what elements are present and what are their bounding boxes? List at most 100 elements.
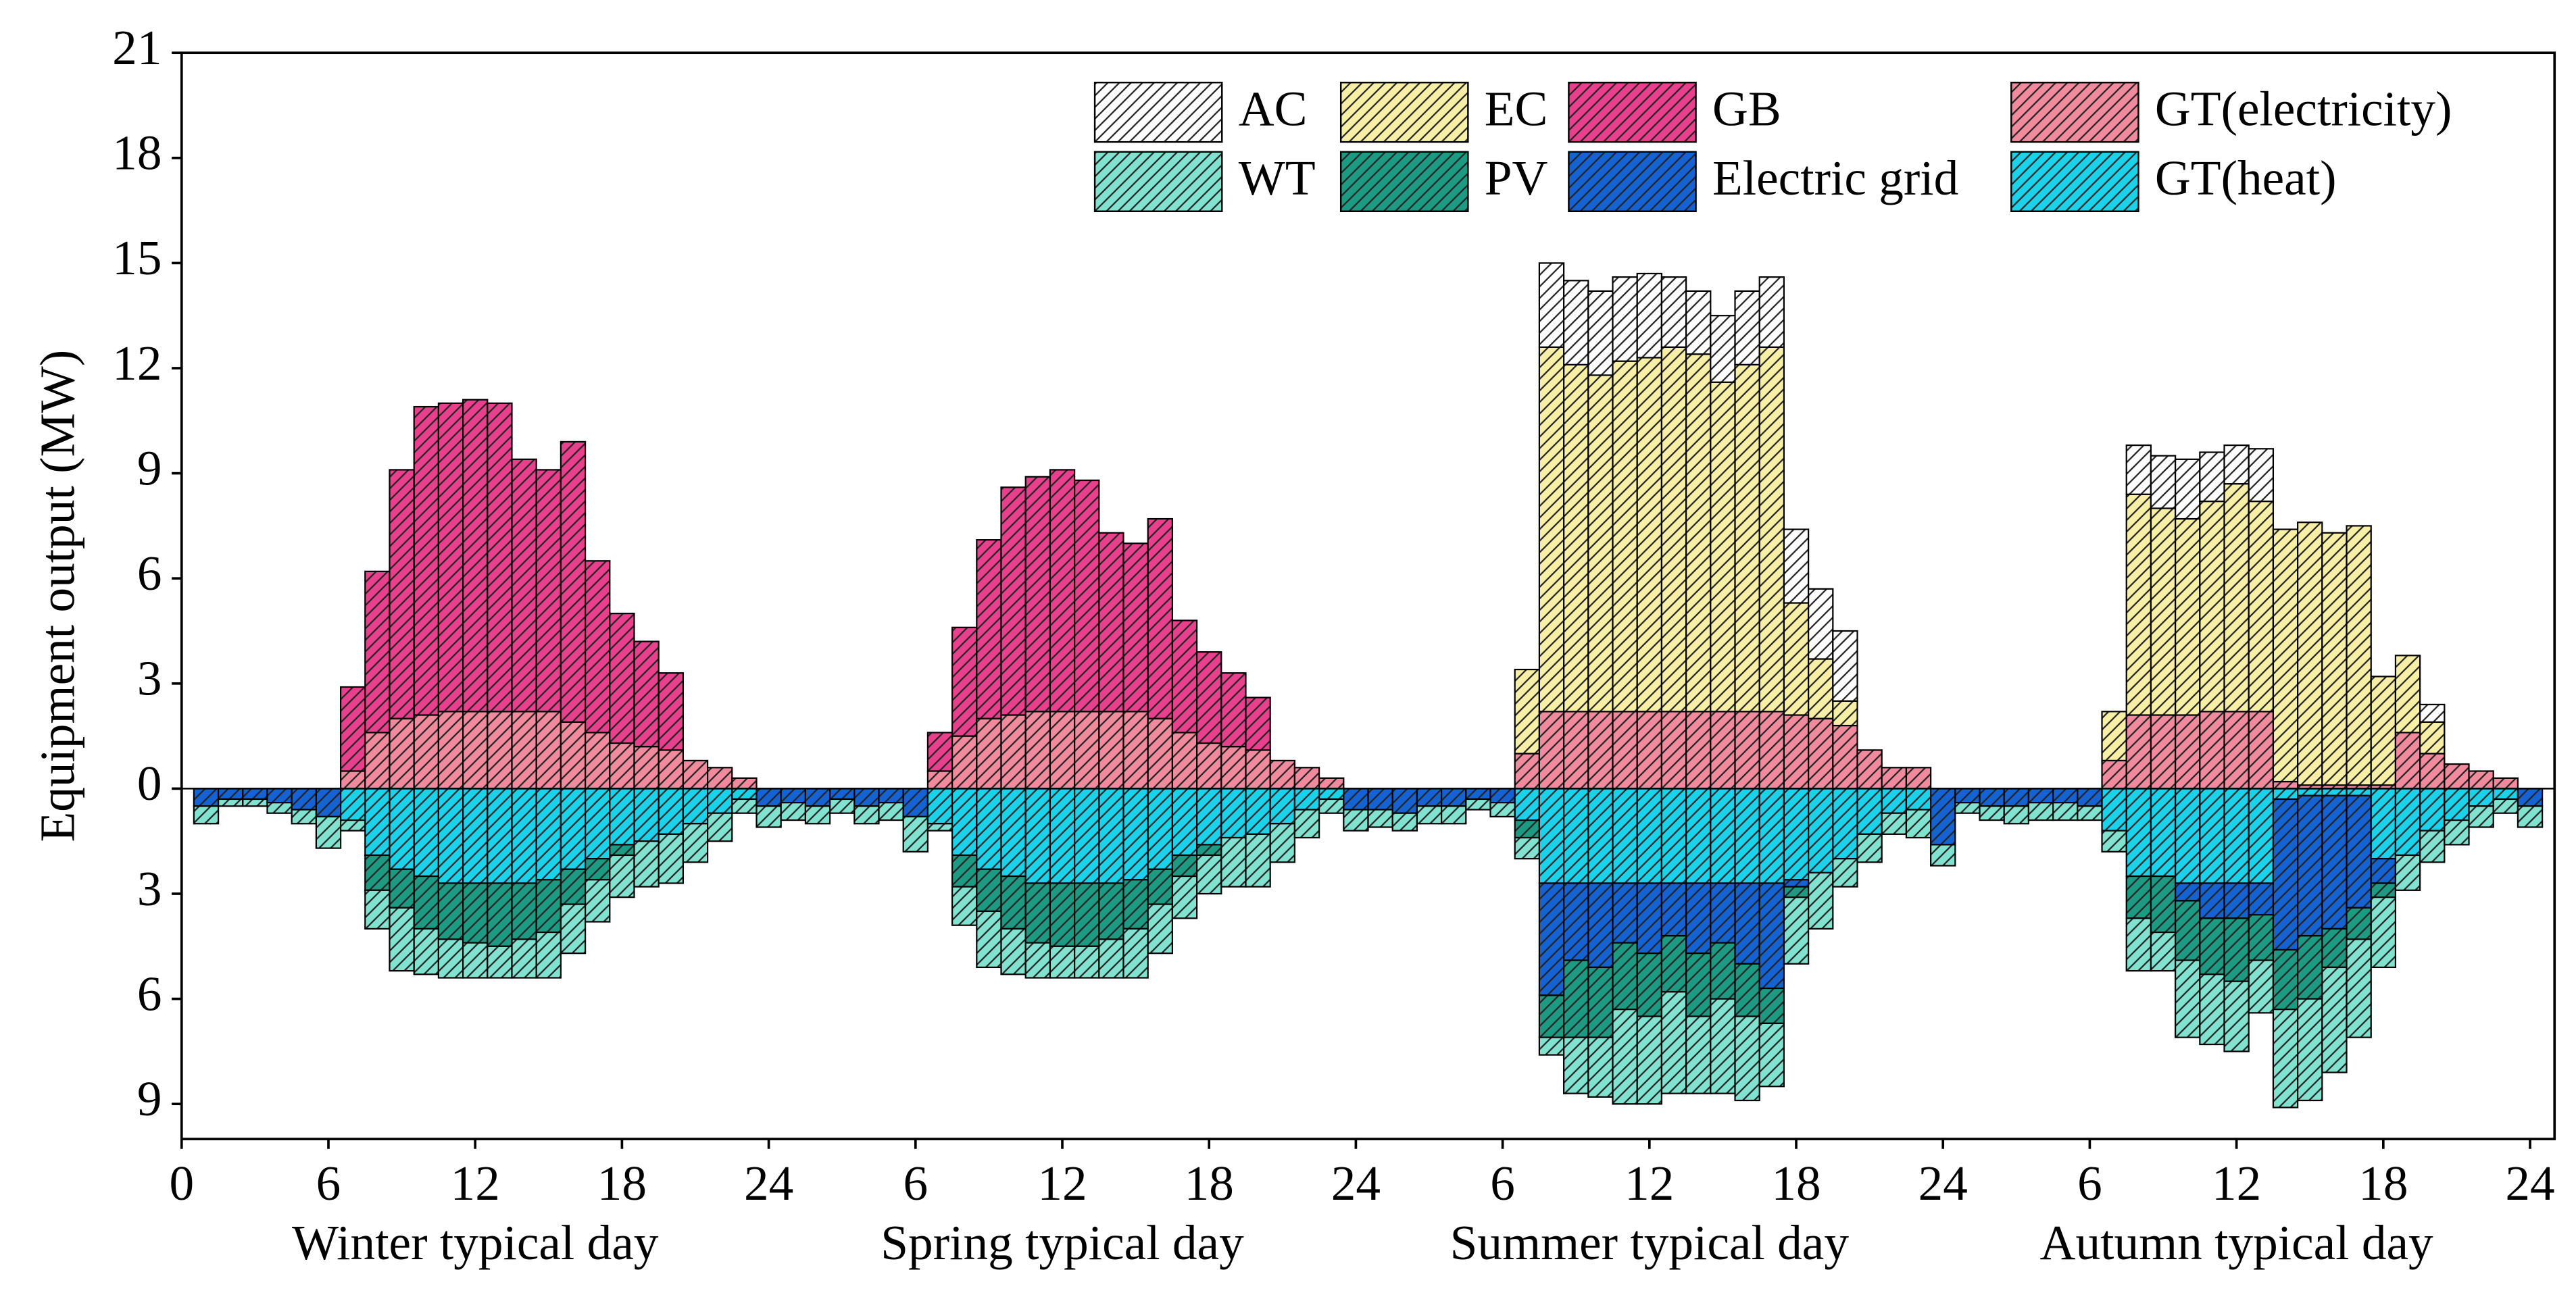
- bar-segment: [2248, 500, 2275, 713]
- bar-segment: [2272, 798, 2299, 951]
- bar-segment: [1612, 276, 1638, 362]
- bar-segment: [926, 770, 953, 790]
- bar-segment: [2175, 714, 2201, 790]
- bar-segment: [1147, 868, 1174, 905]
- bar-segment: [389, 907, 415, 972]
- bar-segment: [2125, 493, 2152, 716]
- bar-segment: [1538, 788, 1565, 884]
- y-tick-label: 6: [137, 966, 162, 1021]
- bar-segment: [2321, 794, 2348, 930]
- bar-segment: [902, 815, 929, 853]
- legend-label: WT: [1239, 151, 1316, 205]
- bar-segment: [976, 717, 1002, 790]
- bar-segment: [1441, 805, 1467, 825]
- bar-segment: [1245, 749, 1271, 790]
- bar-segment: [487, 402, 513, 713]
- bar-segment: [535, 931, 562, 979]
- bar-segment: [1220, 836, 1247, 888]
- bar-segment: [2394, 854, 2421, 891]
- bar-segment: [511, 788, 537, 884]
- bar-segment: [1147, 903, 1174, 955]
- bar-segment: [560, 440, 587, 723]
- bar-segment: [1245, 696, 1271, 751]
- bar-segment: [1636, 788, 1663, 884]
- bar-segment: [487, 882, 513, 947]
- y-tick-label: 3: [137, 651, 162, 706]
- bar-segment: [2125, 875, 2152, 919]
- bar-segment: [1489, 788, 1516, 804]
- bar-segment: [1049, 788, 1076, 884]
- bar-segment: [193, 805, 220, 825]
- bar-segment: [878, 802, 904, 821]
- bar-segment: [1783, 896, 1810, 965]
- bar-segment: [1074, 945, 1100, 979]
- bar-segment: [1881, 788, 1908, 814]
- bar-segment: [1954, 788, 1981, 804]
- bar-segment: [1832, 630, 1858, 702]
- bar-segment: [2150, 714, 2177, 790]
- legend-label: AC: [1239, 81, 1308, 136]
- bar-segment: [2370, 676, 2397, 786]
- bar-segment: [1514, 753, 1541, 790]
- bar-segment: [951, 886, 978, 926]
- y-tick-label: 12: [112, 336, 162, 390]
- bar-segment: [1660, 346, 1687, 713]
- bar-segment: [2003, 805, 2030, 825]
- bar-segment: [413, 875, 439, 930]
- bar-segment: [2223, 882, 2250, 919]
- bar-segment: [2101, 711, 2127, 762]
- bar-segment: [1954, 802, 1981, 814]
- legend-swatch: [1339, 81, 1469, 143]
- bar-segment: [487, 788, 513, 884]
- bar-segment: [1049, 469, 1076, 713]
- bar-segment: [1660, 711, 1687, 790]
- bar-segment: [2101, 759, 2127, 790]
- bar-segment: [2223, 483, 2250, 713]
- bar-segment: [1098, 882, 1124, 940]
- bar-segment: [2175, 900, 2201, 961]
- bar-segment: [1660, 935, 1687, 993]
- x-tick-label: 6: [903, 1156, 928, 1211]
- bar-segment: [1049, 945, 1076, 979]
- bar-segment: [1196, 742, 1222, 790]
- x-tick-label: 24: [2505, 1156, 2554, 1211]
- bar-segment: [2272, 788, 2299, 801]
- bar-segment: [413, 928, 439, 975]
- bar-segment: [1220, 788, 1247, 839]
- bar-segment: [1783, 602, 1810, 716]
- bar-segment: [1514, 819, 1541, 839]
- bar-segment: [1416, 805, 1443, 825]
- bar-segment: [2370, 882, 2397, 898]
- bar-segment: [1171, 788, 1198, 857]
- bar-segment: [1563, 882, 1589, 961]
- bar-segment: [1905, 809, 1932, 839]
- bar-segment: [1391, 812, 1418, 832]
- bar-segment: [2272, 780, 2299, 790]
- bar-segment: [1660, 991, 1687, 1094]
- bar-segment: [2394, 655, 2421, 734]
- bar-segment: [633, 840, 660, 888]
- bar-segment: [853, 788, 880, 807]
- bar-segment: [1758, 276, 1785, 348]
- x-tick-label: 24: [1331, 1156, 1381, 1211]
- bar-segment: [1587, 290, 1614, 376]
- bar-segment: [2272, 1009, 2299, 1109]
- bar-segment: [1710, 788, 1736, 884]
- bar-segment: [389, 717, 415, 790]
- bar-segment: [2321, 966, 2348, 1073]
- bar-segment: [1196, 844, 1222, 857]
- bar-segment: [2003, 788, 2030, 807]
- bar-segment: [658, 833, 685, 884]
- bar-segment: [1685, 1015, 1712, 1094]
- bar-segment: [487, 945, 513, 979]
- bar-segment: [1832, 788, 1858, 860]
- bar-segment: [2297, 522, 2323, 786]
- bar-segment: [2248, 914, 2275, 961]
- plot-frame: [180, 51, 2556, 1140]
- bar-segment: [976, 788, 1002, 870]
- bar-segment: [731, 777, 758, 790]
- bar-segment: [1122, 788, 1149, 881]
- bar-segment: [902, 788, 929, 818]
- day-label: Winter typical day: [292, 1215, 659, 1270]
- bar-segment: [1196, 854, 1222, 895]
